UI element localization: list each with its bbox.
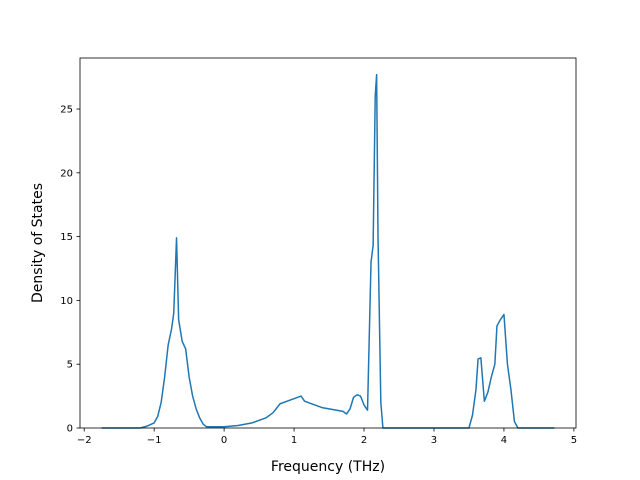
x-tick-label: 0 — [221, 435, 227, 446]
y-tick-label: 20 — [60, 168, 73, 179]
x-tick-label: 4 — [501, 435, 507, 446]
y-tick-label: 15 — [60, 232, 73, 243]
x-tick-label: 2 — [361, 435, 367, 446]
x-tick-label: 3 — [431, 435, 437, 446]
plot-frame — [79, 57, 577, 429]
y-tick-label: 25 — [60, 105, 73, 116]
y-axis-label: Density of States — [30, 183, 46, 303]
x-tick-label: 1 — [291, 435, 297, 446]
x-axis-label: Frequency (THz) — [271, 459, 385, 475]
y-tick-label: 10 — [60, 296, 73, 307]
y-tick-label: 0 — [67, 424, 73, 435]
y-tick-label: 5 — [67, 360, 73, 371]
x-tick-label: −1 — [147, 435, 162, 446]
x-tick-label: 5 — [571, 435, 577, 446]
line — [101, 73, 555, 429]
x-tick-label: −2 — [77, 435, 92, 446]
